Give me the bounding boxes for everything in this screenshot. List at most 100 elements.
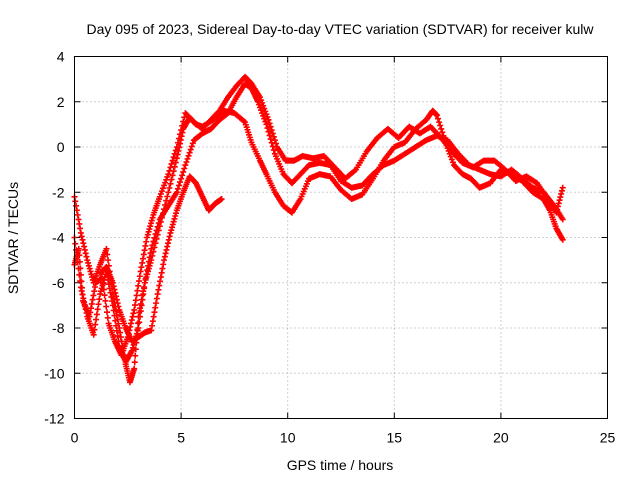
data-point: [135, 325, 142, 331]
x-tick-label: 10: [280, 430, 296, 446]
data-point: [100, 280, 107, 287]
data-point: [436, 119, 443, 126]
data-point: [183, 158, 190, 165]
series-track-c: [71, 73, 566, 359]
data-point: [259, 99, 266, 106]
data-point: [263, 111, 270, 118]
data-point: [262, 118, 269, 125]
data-point: [172, 147, 179, 154]
data-point: [72, 240, 79, 247]
data-point: [175, 135, 182, 142]
x-tick-label: 20: [493, 430, 509, 446]
data-point: [103, 245, 110, 252]
data-point: [179, 172, 186, 179]
data-point: [269, 130, 276, 137]
data-point: [164, 193, 171, 200]
data-point: [138, 302, 145, 309]
data-point: [265, 128, 272, 135]
y-axis-label: SDTVAR / TECUs: [5, 182, 21, 294]
data-point: [433, 112, 440, 119]
data-point: [256, 94, 263, 101]
data-point: [165, 171, 172, 178]
x-tick-labels: 0 5 10 15 20 25: [71, 430, 616, 446]
data-point: [188, 143, 195, 150]
data-point: [186, 149, 193, 156]
y-tick-label: -2: [52, 184, 65, 200]
data-point: [439, 129, 446, 136]
data-point: [102, 297, 109, 304]
data-point: [132, 352, 139, 359]
data-point: [101, 292, 108, 299]
data-point: [113, 322, 120, 329]
data-point: [93, 311, 100, 318]
data-point: [113, 327, 120, 334]
data-point: [447, 153, 454, 160]
data-point: [174, 139, 181, 146]
data-point: [559, 184, 566, 191]
data-point: [260, 112, 267, 119]
data-point: [149, 242, 156, 249]
data-point: [264, 125, 271, 132]
data-point: [156, 193, 163, 200]
data-point: [90, 331, 97, 338]
data-point: [100, 286, 107, 293]
data-point: [93, 316, 100, 323]
data-point: [262, 108, 269, 115]
data-point: [256, 104, 263, 111]
data-point: [177, 179, 184, 186]
data-point: [172, 159, 179, 166]
data-point: [559, 236, 566, 243]
y-tick-label: -10: [44, 365, 64, 381]
data-point: [174, 185, 181, 192]
data-point: [104, 251, 111, 258]
series-track-b: [71, 80, 566, 365]
data-point: [75, 245, 82, 252]
data-point: [170, 154, 177, 161]
data-point: [175, 182, 182, 189]
data-point: [168, 176, 175, 183]
data-point: [103, 303, 110, 310]
data-point: [180, 118, 187, 125]
data-point: [91, 326, 98, 333]
data-point: [94, 306, 101, 313]
data-point: [182, 162, 189, 169]
data-point: [270, 133, 277, 140]
data-point: [78, 278, 85, 285]
data-point: [266, 132, 273, 139]
grid: [74, 56, 608, 419]
data-point: [437, 122, 444, 129]
data-point: [187, 146, 194, 153]
data-point: [131, 365, 138, 372]
data-point: [258, 97, 265, 104]
data-point: [163, 176, 170, 183]
y-tick-label: 0: [57, 139, 65, 155]
data-point: [136, 319, 143, 326]
data-point: [162, 179, 169, 186]
data-point: [166, 167, 173, 174]
x-axis-label: GPS time / hours: [287, 457, 394, 473]
data-point: [110, 307, 117, 314]
data-point: [554, 206, 561, 213]
data-point: [153, 227, 160, 234]
series-track-a: [71, 107, 566, 386]
data-point: [131, 359, 138, 366]
data-point: [267, 123, 274, 130]
data-point: [109, 302, 116, 309]
data-point: [259, 110, 266, 117]
data-point: [435, 115, 442, 122]
data-points: [71, 73, 566, 386]
data-point: [173, 144, 180, 150]
x-tick-label: 0: [71, 430, 79, 446]
data-point: [137, 313, 144, 320]
data-point: [163, 197, 170, 204]
data-point: [264, 114, 271, 121]
data-point: [268, 127, 275, 134]
data-point: [99, 275, 106, 282]
data-point: [448, 156, 455, 163]
y-tick-label: 4: [57, 49, 65, 65]
data-point: [254, 98, 261, 105]
data-point: [272, 140, 279, 147]
y-tick-label: 2: [57, 94, 65, 110]
data-point: [185, 152, 192, 159]
